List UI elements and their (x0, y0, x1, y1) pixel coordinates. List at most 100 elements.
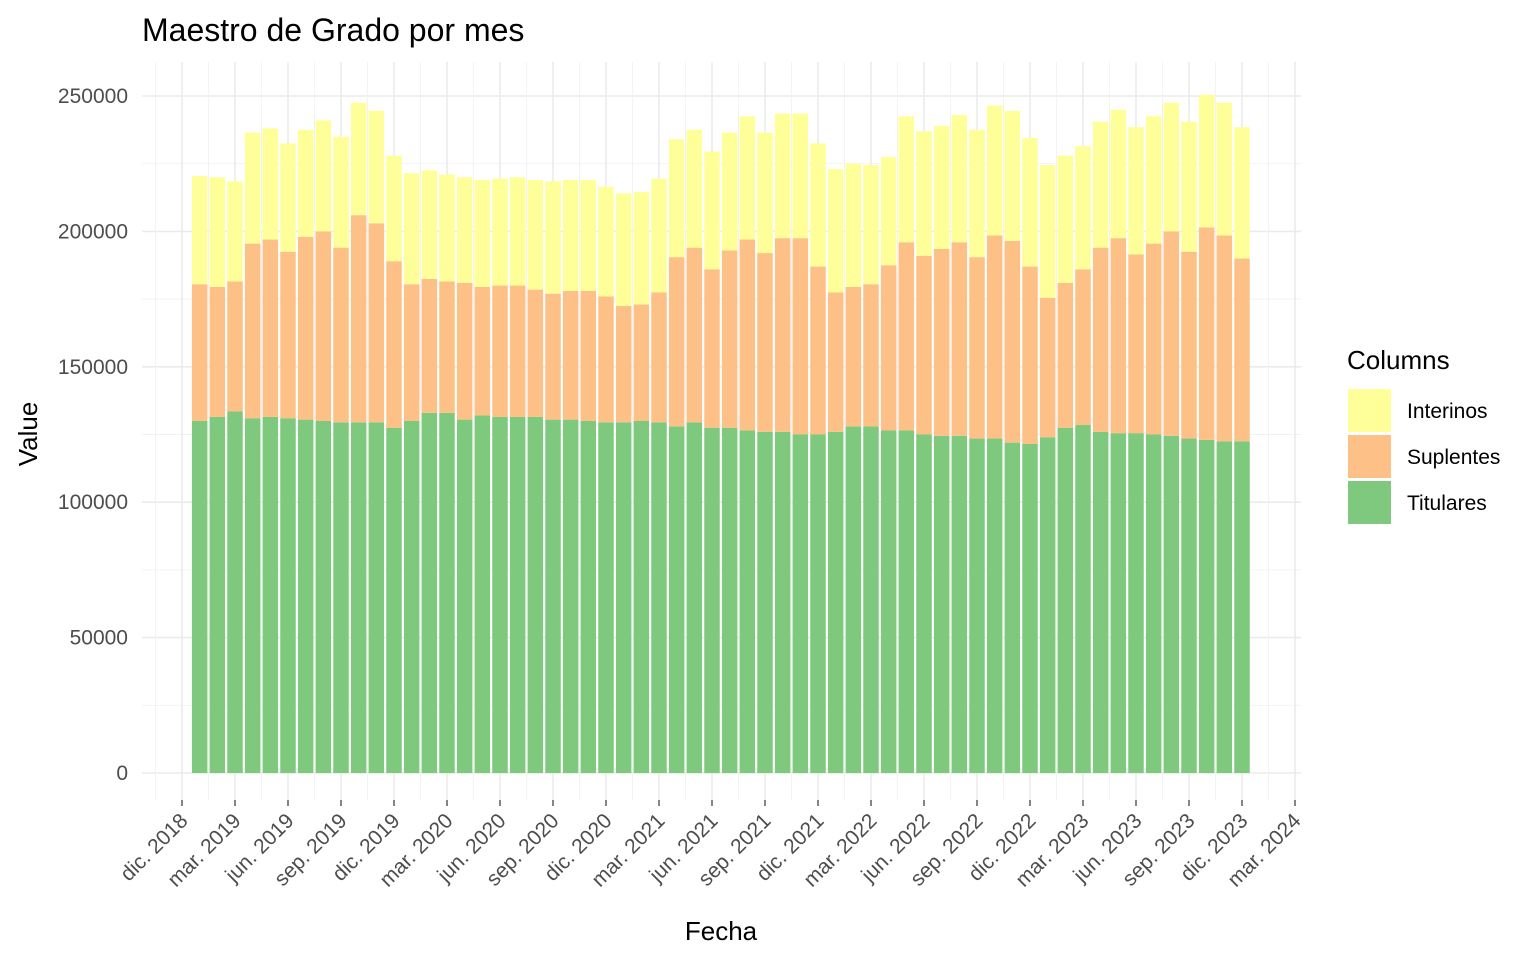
bar-suplentes-2022-09 (969, 257, 985, 439)
bar-interinos-2022-10 (986, 105, 1003, 236)
bar-titulares-2023-10 (1198, 439, 1215, 773)
bar-interinos-2019-09 (333, 136, 349, 248)
bar-interinos-2020-11 (580, 179, 597, 291)
bar-titulares-2022-11 (1004, 442, 1021, 773)
bar-titulares-2021-02 (633, 420, 650, 773)
legend-label-interinos: Interinos (1407, 400, 1488, 423)
bar-interinos-2022-07 (933, 125, 950, 249)
bar-titulares-2019-03 (227, 411, 243, 773)
bar-interinos-2020-06 (492, 178, 508, 286)
bar-interinos-2021-09 (757, 132, 773, 254)
legend-key-interinos (1348, 389, 1391, 432)
bar-interinos-2023-07 (1145, 116, 1162, 244)
bar-suplentes-2022-04 (880, 265, 897, 431)
bar-interinos-2023-02 (1057, 155, 1074, 283)
bar-interinos-2022-12 (1022, 137, 1038, 267)
bar-interinos-2020-05 (474, 179, 491, 287)
bar-suplentes-2021-07 (721, 250, 738, 428)
bar-interinos-2023-04 (1092, 121, 1109, 248)
bar-suplentes-2023-10 (1198, 227, 1215, 440)
bar-suplentes-2022-12 (1022, 266, 1038, 444)
bar-suplentes-2019-01 (191, 284, 208, 421)
bar-suplentes-2023-04 (1092, 247, 1109, 432)
bar-titulares-2020-09 (545, 419, 561, 773)
bar-titulares-2021-05 (686, 422, 703, 773)
bar-titulares-2021-04 (668, 426, 685, 773)
bar-interinos-2023-06 (1128, 127, 1144, 255)
bar-titulares-2020-04 (456, 419, 473, 773)
bar-interinos-2021-07 (721, 132, 738, 251)
bar-interinos-2022-05 (898, 116, 915, 243)
bar-interinos-2020-04 (456, 177, 473, 283)
bar-suplentes-2021-04 (668, 257, 685, 427)
bar-suplentes-2021-03 (651, 292, 667, 423)
bar-titulares-2023-04 (1092, 431, 1109, 773)
bar-titulares-2020-05 (474, 415, 491, 773)
bar-interinos-2022-11 (1004, 110, 1021, 241)
bar-interinos-2021-11 (792, 113, 809, 239)
bar-suplentes-2020-08 (527, 289, 544, 417)
bar-interinos-2021-02 (633, 192, 650, 305)
bar-interinos-2019-06 (280, 143, 296, 252)
bar-suplentes-2022-10 (986, 235, 1003, 439)
bar-suplentes-2023-05 (1110, 238, 1127, 434)
bar-suplentes-2020-09 (545, 293, 561, 420)
bar-titulares-2021-11 (792, 434, 809, 773)
y-axis-title: Value (13, 402, 43, 467)
bar-suplentes-2021-05 (686, 247, 703, 423)
bar-suplentes-2022-03 (863, 284, 879, 427)
bar-suplentes-2022-08 (951, 242, 968, 436)
legend-key-suplentes (1348, 435, 1391, 478)
legend: Columns Interinos Suplentes Titulares (1347, 345, 1500, 524)
bar-titulares-2022-03 (863, 426, 879, 773)
bar-suplentes-2023-06 (1128, 254, 1144, 434)
bar-titulares-2019-02 (209, 416, 226, 773)
bar-titulares-2021-08 (739, 430, 756, 773)
bar-suplentes-2023-07 (1145, 243, 1162, 435)
bar-suplentes-2022-07 (933, 249, 950, 436)
bar-titulares-2020-12 (598, 422, 614, 773)
bar-titulares-2021-12 (810, 434, 826, 773)
bar-interinos-2020-07 (509, 177, 526, 286)
bar-suplentes-2019-11 (368, 223, 385, 423)
bar-suplentes-2019-12 (386, 261, 402, 428)
bar-titulares-2019-07 (297, 419, 314, 773)
bar-interinos-2020-12 (598, 186, 614, 297)
y-tick-label: 100000 (58, 491, 128, 514)
y-axis-ticks: 0 50000 100000 150000 200000 250000 (58, 85, 128, 785)
bar-interinos-2023-11 (1216, 102, 1233, 236)
x-axis-title: Fecha (685, 916, 758, 946)
bar-titulares-2021-07 (721, 427, 738, 773)
bar-interinos-2022-02 (845, 163, 862, 287)
bar-titulares-2023-09 (1181, 438, 1197, 773)
bar-interinos-2021-08 (739, 116, 756, 240)
bar-suplentes-2020-04 (456, 282, 473, 420)
bar-titulares-2021-10 (774, 431, 791, 773)
bar-interinos-2022-04 (880, 156, 897, 266)
bar-interinos-2022-09 (969, 129, 985, 258)
bar-titulares-2021-03 (651, 422, 667, 773)
bar-interinos-2022-06 (916, 131, 932, 256)
bar-titulares-2020-06 (492, 416, 508, 773)
bar-interinos-2019-11 (368, 110, 385, 224)
bar-suplentes-2023-08 (1163, 231, 1180, 436)
bar-suplentes-2023-01 (1039, 297, 1056, 438)
bar-titulares-2022-01 (827, 431, 844, 773)
bar-titulares-2022-02 (845, 426, 862, 773)
bar-interinos-2023-08 (1163, 102, 1180, 232)
bar-interinos-2020-10 (562, 179, 579, 291)
bar-interinos-2019-01 (191, 175, 208, 285)
legend-label-suplentes: Suplentes (1407, 446, 1500, 469)
bar-interinos-2019-03 (227, 181, 243, 282)
bar-suplentes-2022-06 (916, 255, 932, 435)
bar-titulares-2021-06 (704, 427, 720, 773)
bar-interinos-2021-03 (651, 178, 667, 293)
bar-titulares-2019-11 (368, 422, 385, 773)
bar-suplentes-2020-07 (509, 285, 526, 417)
bar-suplentes-2020-01 (403, 284, 420, 421)
bar-interinos-2022-08 (951, 114, 968, 243)
bar-suplentes-2022-11 (1004, 240, 1021, 443)
bar-interinos-2019-07 (297, 129, 314, 237)
bar-interinos-2021-06 (704, 151, 720, 270)
